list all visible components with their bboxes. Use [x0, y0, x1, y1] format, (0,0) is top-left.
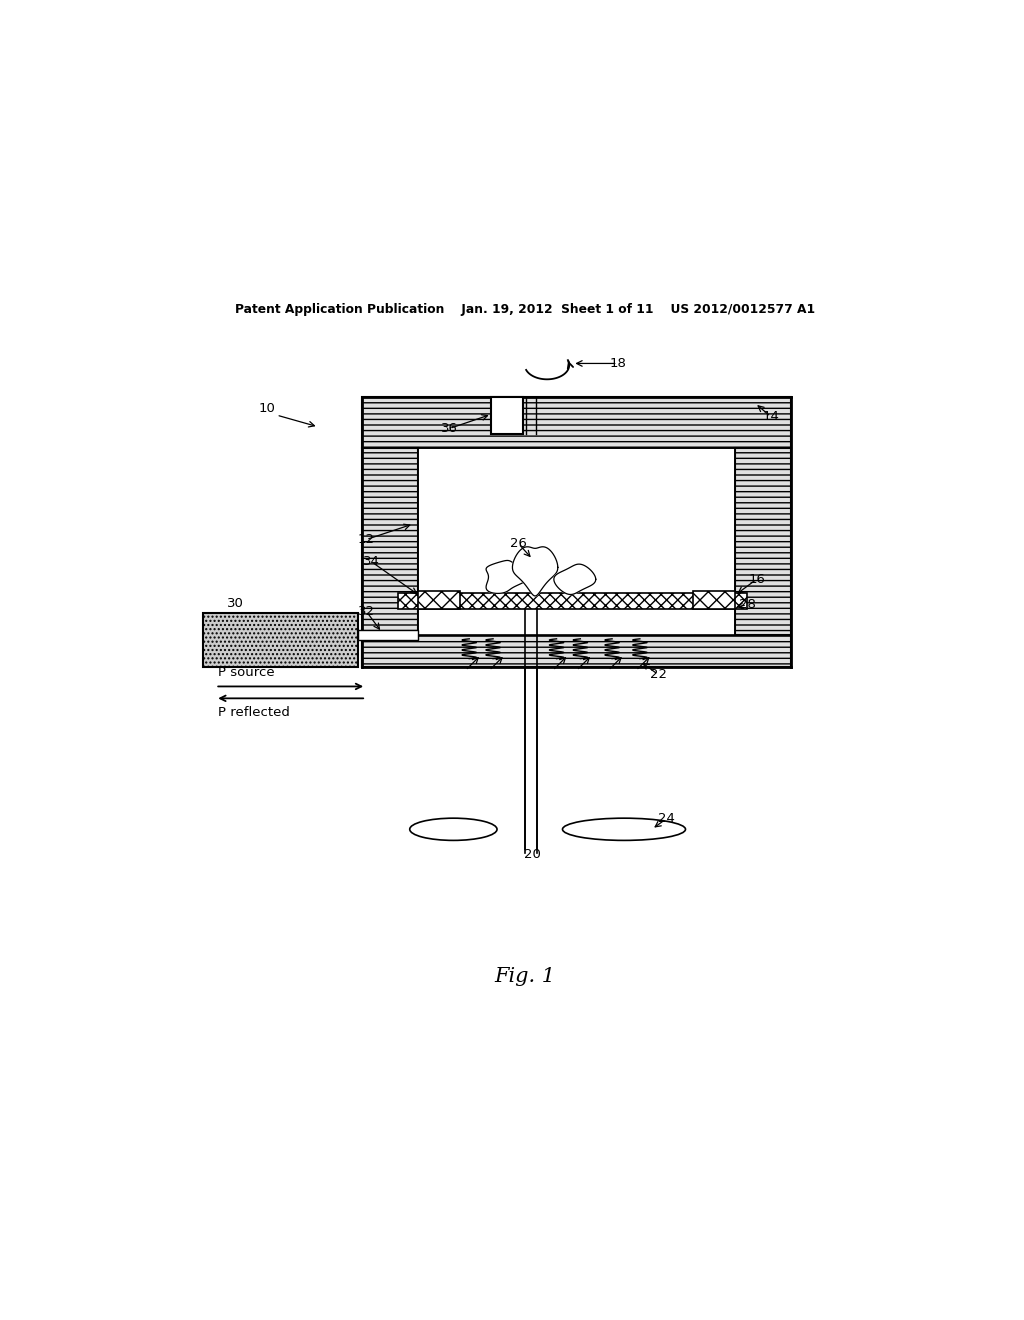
Text: Patent Application Publication    Jan. 19, 2012  Sheet 1 of 11    US 2012/001257: Patent Application Publication Jan. 19, …	[234, 304, 815, 315]
Bar	[735, 449, 791, 667]
Text: 32: 32	[357, 605, 375, 618]
Text: 12: 12	[357, 533, 375, 546]
Text: 16: 16	[749, 573, 765, 586]
Bar	[362, 635, 791, 667]
Text: 20: 20	[524, 849, 541, 861]
Bar	[358, 630, 418, 640]
Bar	[397, 593, 748, 609]
Bar	[362, 397, 791, 449]
Ellipse shape	[410, 818, 497, 841]
Text: Fig. 1: Fig. 1	[495, 966, 555, 986]
Text: P source: P source	[218, 665, 274, 678]
Bar	[204, 614, 358, 667]
Polygon shape	[512, 546, 558, 595]
Bar	[418, 449, 735, 635]
Bar	[492, 397, 523, 434]
Bar	[418, 591, 460, 609]
Text: 18: 18	[609, 356, 626, 370]
Bar	[693, 591, 735, 609]
Bar	[362, 449, 418, 667]
Text: 34: 34	[364, 556, 380, 569]
Polygon shape	[554, 564, 596, 594]
Text: 36: 36	[441, 422, 458, 436]
Text: 26: 26	[510, 537, 527, 550]
Text: 24: 24	[657, 813, 675, 825]
Text: 30: 30	[226, 597, 244, 610]
Text: 10: 10	[258, 403, 275, 416]
Text: P reflected: P reflected	[218, 706, 290, 719]
Text: 22: 22	[649, 668, 667, 681]
Text: 14: 14	[763, 411, 779, 424]
Polygon shape	[486, 561, 528, 594]
Text: 28: 28	[738, 598, 756, 611]
Ellipse shape	[562, 818, 685, 841]
